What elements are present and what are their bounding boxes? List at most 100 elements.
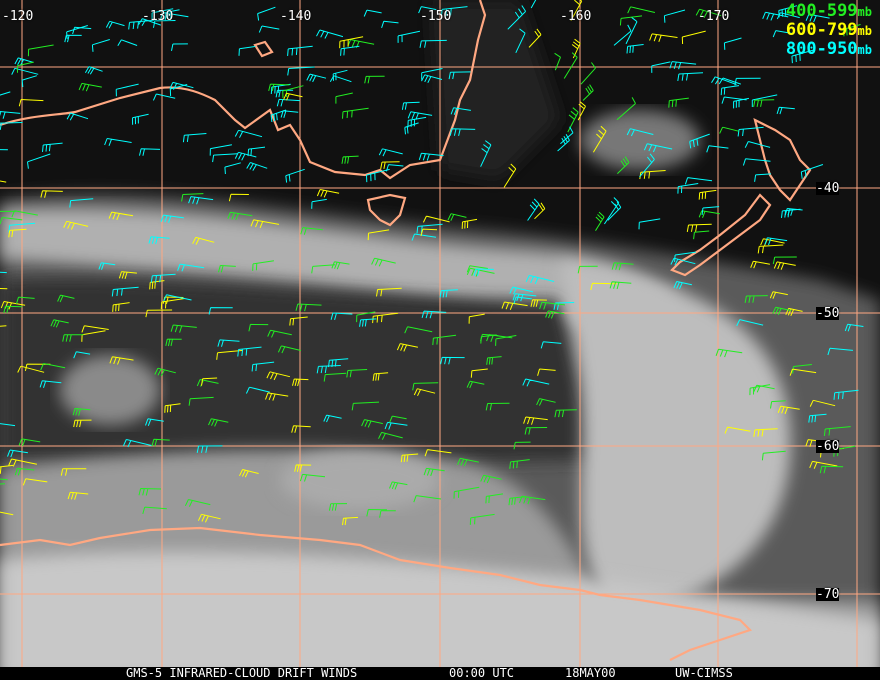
wind-barb	[0, 149, 8, 151]
wind-barb	[165, 338, 182, 347]
wind-barb	[466, 267, 495, 277]
wind-barb	[421, 310, 447, 319]
wind-barb	[328, 358, 349, 368]
longitude-label: -140	[280, 9, 312, 24]
latitude-label: -50	[816, 306, 840, 321]
wind-barb	[706, 145, 729, 153]
wind-barb	[420, 228, 438, 237]
wind-barb	[330, 312, 353, 321]
wind-barb	[339, 36, 364, 49]
caption-source: UW-CIMSS	[675, 666, 733, 680]
wind-barb	[670, 257, 696, 266]
wind-barb	[163, 294, 192, 302]
wind-barb	[673, 281, 693, 290]
wind-barb	[196, 445, 223, 453]
wind-barb	[720, 85, 740, 96]
wind-barb	[627, 6, 656, 14]
wind-barb	[762, 11, 789, 21]
wind-barb	[266, 371, 291, 381]
wind-barb	[843, 24, 861, 37]
wind-barb	[389, 481, 408, 490]
wind-barb	[0, 483, 6, 485]
wind-barbs	[0, 0, 864, 526]
wind-barb	[582, 84, 594, 101]
wind-barb	[412, 382, 439, 391]
wind-barb	[639, 153, 655, 178]
wind-barb	[177, 263, 205, 272]
wind-barb	[439, 289, 458, 298]
wind-barb	[376, 287, 402, 297]
wind-barb	[128, 19, 155, 30]
wind-barb	[769, 291, 788, 299]
wind-barb	[669, 61, 697, 70]
wind-barb	[616, 97, 636, 121]
wind-barb	[0, 217, 23, 225]
wind-barb	[638, 218, 661, 230]
wind-barb	[217, 339, 240, 347]
wind-barb	[711, 76, 737, 85]
wind-barb	[515, 28, 526, 54]
wind-barb	[342, 107, 369, 119]
wind-barb	[485, 493, 504, 504]
wind-barb	[453, 486, 480, 499]
wind-barb	[401, 101, 420, 110]
wind-barb	[777, 405, 800, 415]
wind-barb	[108, 211, 134, 221]
wind-barb	[595, 211, 605, 231]
wind-barb	[27, 153, 51, 169]
wind-barb	[776, 106, 795, 115]
wind-barb	[265, 392, 289, 401]
wind-barb	[11, 67, 39, 75]
wind-barb	[389, 415, 407, 423]
wind-barb	[208, 418, 229, 427]
wind-barb	[164, 403, 181, 413]
wind-barb	[643, 143, 673, 153]
wind-barb	[411, 233, 437, 241]
wind-barb	[554, 409, 577, 418]
wind-barb	[117, 39, 138, 47]
wind-barb	[73, 351, 91, 359]
wind-barb	[182, 133, 207, 143]
latitude-label: -70	[816, 587, 840, 602]
wind-barb	[466, 380, 485, 389]
wind-barb	[773, 261, 796, 270]
wind-barb	[268, 83, 290, 92]
wind-barb	[461, 218, 478, 229]
wind-barb	[16, 296, 35, 304]
latitude-label: -60	[816, 439, 840, 454]
wind-barb	[311, 198, 327, 209]
wind-barb	[721, 96, 747, 104]
wind-barb	[72, 408, 91, 416]
wind-barb	[154, 367, 176, 377]
wind-barb	[808, 413, 827, 423]
wind-barb	[577, 101, 586, 121]
wind-barb	[418, 6, 437, 14]
wind-barb	[592, 125, 607, 153]
wind-barb	[60, 468, 87, 476]
wind-barb	[719, 126, 739, 134]
wind-barb	[381, 20, 399, 29]
wind-barb	[277, 345, 302, 354]
wind-barb	[677, 72, 704, 81]
wind-barb	[11, 210, 38, 218]
wind-barb	[525, 274, 555, 285]
wind-barb	[188, 396, 214, 406]
wind-barb	[754, 173, 772, 182]
coastline-new-zealand-south	[670, 193, 772, 277]
wind-barb	[744, 141, 771, 148]
legend-range: 400-599	[785, 1, 858, 21]
wind-barb	[698, 189, 717, 200]
wind-barb	[228, 193, 249, 202]
wind-barb	[440, 356, 465, 365]
wind-barb	[723, 37, 742, 50]
wind-barb	[0, 423, 16, 427]
wind-barb	[149, 280, 165, 290]
wind-barb	[287, 66, 315, 76]
wind-barb	[250, 219, 280, 229]
wind-barb	[378, 431, 403, 440]
wind-barb	[184, 499, 211, 507]
wind-barb	[50, 319, 69, 328]
wind-barb	[27, 44, 54, 57]
wind-barb	[283, 92, 303, 101]
